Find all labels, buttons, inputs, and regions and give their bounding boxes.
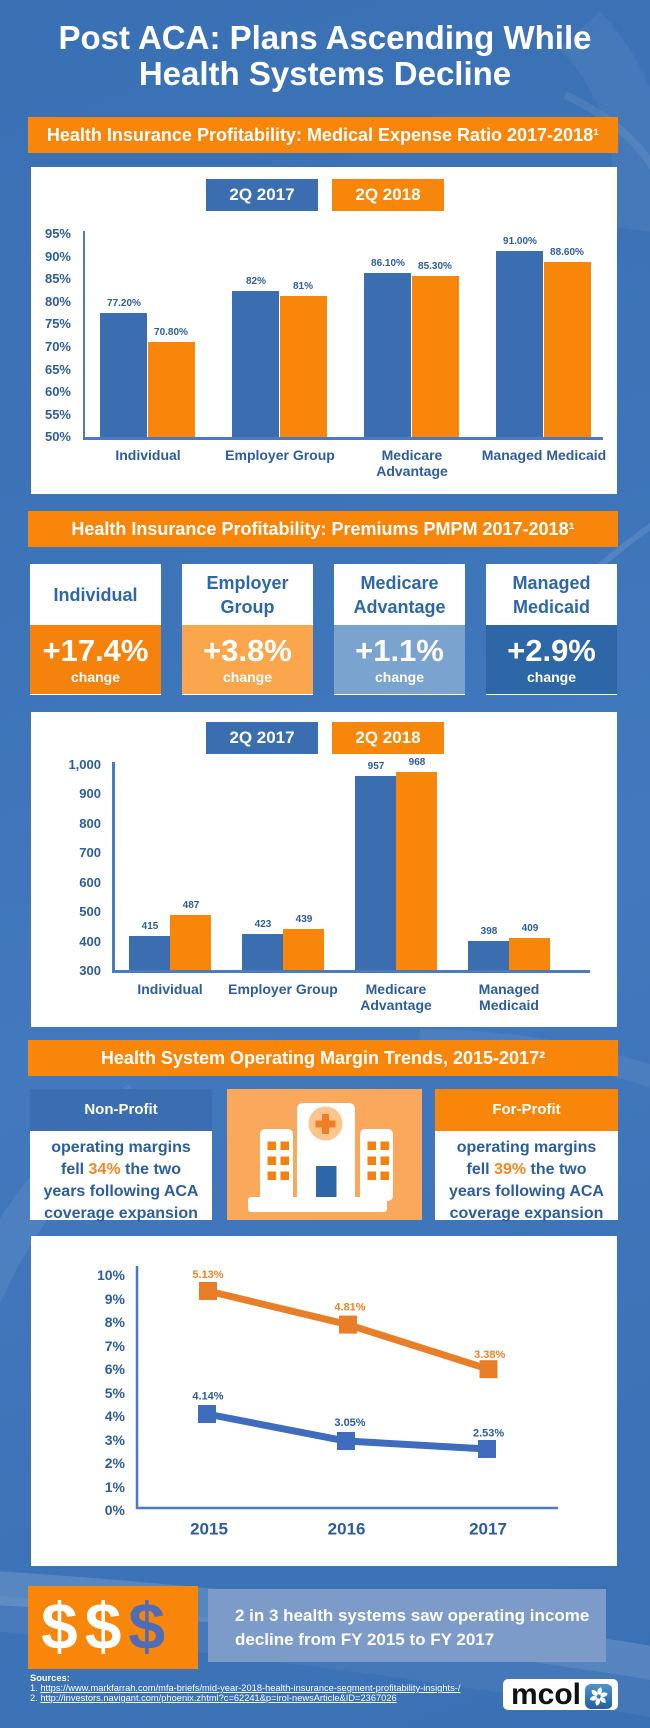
svg-text:2015: 2015 xyxy=(190,1520,228,1539)
svg-text:4.14%: 4.14% xyxy=(192,1391,223,1403)
svg-text:2017: 2017 xyxy=(469,1520,507,1539)
svg-text:3.05%: 3.05% xyxy=(334,1417,365,1429)
svg-text:3.38%: 3.38% xyxy=(474,1349,505,1361)
svg-text:2016: 2016 xyxy=(328,1520,366,1539)
svg-text:2.53%: 2.53% xyxy=(473,1427,504,1439)
svg-text:5.13%: 5.13% xyxy=(192,1269,223,1281)
svg-text:4.81%: 4.81% xyxy=(334,1302,365,1314)
